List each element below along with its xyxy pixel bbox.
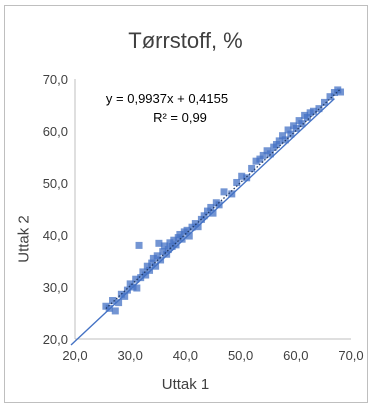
data-point (256, 155, 264, 163)
data-point (185, 232, 193, 240)
data-point (238, 172, 246, 180)
x-tick-label: 60,0 (283, 348, 308, 363)
data-point (266, 150, 274, 158)
chart-title: Tørrstoff, % (128, 28, 243, 53)
data-point (155, 239, 163, 247)
y-tick-label: 40,0 (43, 228, 68, 243)
data-point (115, 299, 123, 307)
data-point (163, 250, 171, 258)
data-point (148, 259, 156, 267)
trendline-equation: y = 0,9937x + 0,4155 (106, 91, 228, 106)
data-point (220, 188, 228, 196)
reference-line (70, 98, 335, 346)
data-point (315, 105, 323, 113)
y-tick-label: 70,0 (43, 72, 68, 87)
data-point (248, 164, 256, 172)
trendline-r2: R² = 0,99 (153, 110, 207, 125)
x-tick-label: 40,0 (173, 348, 198, 363)
data-point (337, 88, 345, 96)
data-point (109, 297, 117, 305)
data-point (279, 132, 287, 140)
data-point (309, 107, 317, 115)
data-point (188, 223, 196, 231)
axes (74, 79, 351, 340)
trendline (105, 88, 341, 310)
y-tick-label: 60,0 (43, 124, 68, 139)
data-point (303, 113, 311, 121)
x-tick-labels: 20,0 30,0 40,0 50,0 60,0 70,0 (62, 348, 363, 363)
lines (70, 88, 341, 346)
y-tick-label: 50,0 (43, 176, 68, 191)
data-point (133, 284, 141, 292)
data-point (160, 242, 168, 250)
data-point (153, 252, 161, 260)
data-point (243, 174, 251, 182)
data-point (200, 212, 208, 220)
data-point (121, 292, 129, 300)
data-point (275, 137, 283, 145)
y-tick-label: 30,0 (43, 280, 68, 295)
data-point (215, 201, 223, 209)
data-points (102, 86, 345, 315)
data-point (183, 226, 191, 234)
y-tick-labels: 20,0 30,0 40,0 50,0 60,0 70,0 (43, 72, 68, 347)
data-point (207, 203, 215, 211)
data-point (326, 93, 334, 101)
x-tick-label: 30,0 (118, 348, 143, 363)
data-point (178, 235, 186, 243)
data-point (159, 248, 167, 256)
x-tick-label: 70,0 (338, 348, 363, 363)
data-point (143, 262, 151, 270)
data-point (137, 274, 145, 282)
data-point (149, 254, 157, 262)
data-point (259, 151, 267, 159)
data-point (166, 239, 174, 247)
data-point (168, 242, 176, 250)
data-point (287, 130, 295, 138)
data-point (170, 236, 178, 244)
y-tick-label: 20,0 (43, 332, 68, 347)
data-point (157, 256, 165, 264)
data-point (123, 286, 131, 294)
x-tick-label: 50,0 (228, 348, 253, 363)
data-point (284, 126, 292, 134)
data-point (321, 98, 329, 106)
data-point (135, 241, 143, 249)
data-point (298, 120, 306, 128)
data-point (292, 124, 300, 132)
data-point (203, 207, 211, 215)
x-axis-label: Uttak 1 (161, 376, 210, 393)
data-point (164, 246, 172, 254)
data-point (172, 241, 180, 249)
data-point (111, 307, 119, 315)
data-point (209, 209, 217, 217)
x-tick-label: 20,0 (62, 348, 87, 363)
data-point (252, 157, 260, 165)
data-point (233, 178, 241, 186)
data-point (176, 230, 184, 238)
data-point (146, 266, 154, 274)
chart-area (4, 5, 368, 403)
data-point (132, 275, 140, 283)
data-point (272, 141, 280, 149)
